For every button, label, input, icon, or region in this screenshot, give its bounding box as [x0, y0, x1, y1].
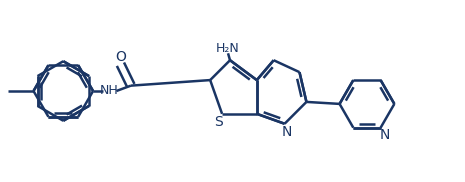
Text: NH: NH — [100, 84, 119, 98]
Text: S: S — [214, 115, 222, 129]
Text: H₂N: H₂N — [216, 42, 240, 55]
Text: N: N — [281, 125, 292, 139]
Text: O: O — [115, 50, 126, 64]
Text: N: N — [379, 128, 390, 142]
